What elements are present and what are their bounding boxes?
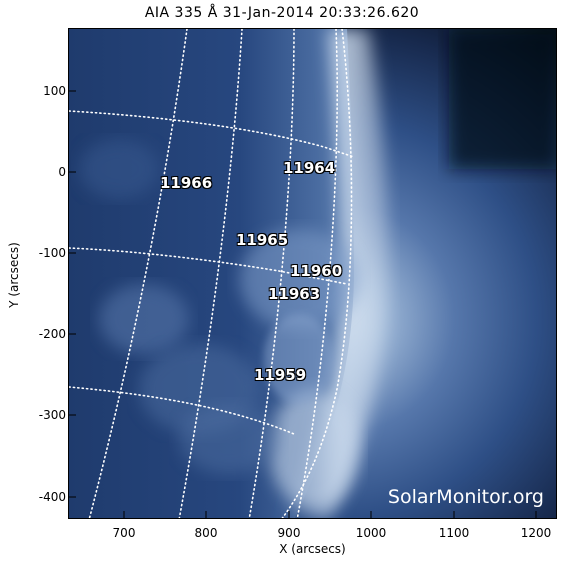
ar-label: 11963 [268, 285, 321, 303]
longitude-gridline [296, 29, 339, 518]
solar-limb-glow [280, 29, 389, 518]
solar-image [69, 29, 556, 518]
solar-limb-line [281, 29, 353, 518]
ar-label: 11964 [283, 159, 336, 177]
dark-space-corner [449, 29, 556, 169]
y-tick-label: -300 [38, 408, 66, 422]
x-tick-label: 900 [277, 526, 301, 540]
ar-label: 11966 [160, 174, 213, 192]
y-tick-label: -400 [38, 490, 66, 504]
y-tick-label: -100 [38, 246, 66, 260]
latitude-gridline [69, 386, 295, 435]
watermark: SolarMonitor.org [387, 486, 544, 508]
longitude-gridline [178, 29, 243, 518]
ar-label: 11960 [290, 262, 343, 280]
solar-image-panel: 11966 11964 11965 11960 11963 11959 Sola… [68, 28, 557, 519]
image-title: AIA 335 Å 31-Jan-2014 20:33:26.620 [144, 5, 420, 21]
x-tick-label: 800 [194, 526, 218, 540]
active-region-glow [99, 284, 189, 354]
ar-label: 11959 [254, 366, 307, 384]
latitude-gridline [69, 110, 355, 158]
y-tick-label: -200 [38, 327, 66, 341]
active-region-glow [239, 229, 359, 329]
y-tick-label: 0 [58, 165, 66, 179]
active-region-glow [79, 139, 159, 199]
x-tick-label: 1200 [520, 526, 552, 540]
x-tick-label: 700 [112, 526, 136, 540]
active-region-glow [179, 404, 279, 474]
ar-label: 11965 [236, 231, 289, 249]
x-tick-label: 1100 [438, 526, 470, 540]
active-region-glow [269, 389, 359, 509]
y-tick-label: 100 [43, 84, 66, 98]
latitude-gridline [69, 247, 348, 285]
longitude-gridline [248, 29, 295, 518]
x-tick-label: 1000 [355, 526, 387, 540]
y-axis-label: Y (arcsecs) [7, 242, 21, 308]
x-axis-label: X (arcsecs) [279, 542, 346, 556]
longitude-gridline [88, 29, 188, 518]
active-region-glow [264, 314, 334, 404]
